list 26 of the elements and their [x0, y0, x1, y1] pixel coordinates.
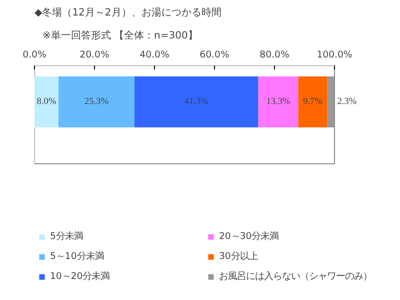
chart-title: ◆冬場（12月～2月）、お湯につかる時間	[34, 6, 222, 18]
data-label: 9.7%	[303, 96, 323, 107]
legend-label: 30分以上	[219, 250, 260, 263]
chart-subtitle: ※単一回答形式 【全体：n=300】	[42, 30, 198, 42]
x-tick-label: 20.0%	[80, 50, 110, 60]
bar	[327, 76, 334, 128]
x-tick-label: 60.0%	[200, 50, 230, 60]
data-label: 13.3%	[266, 96, 291, 107]
data-label: 8.0%	[36, 96, 56, 107]
x-tick-label: 100.0%	[316, 50, 352, 60]
bar	[58, 76, 134, 128]
bar	[298, 76, 328, 128]
bar	[134, 76, 258, 128]
legend-label: お風呂には入らない（シャワーのみ）	[219, 270, 372, 283]
data-label: 2.3%	[337, 96, 357, 107]
x-tick-label: 40.0%	[140, 50, 170, 60]
legend-label: 20～30分未満	[219, 230, 280, 243]
data-label: 41.3%	[184, 96, 209, 107]
bar	[34, 76, 58, 128]
legend-label: 5分未満	[50, 230, 84, 243]
x-tick-label: 0.0%	[22, 50, 46, 60]
bar	[258, 76, 298, 128]
data-label: 25.3%	[84, 96, 109, 107]
legend-label: 10～20分未満	[50, 270, 111, 283]
x-tick-label: 80.0%	[260, 50, 290, 60]
legend-label: 5～10分未満	[50, 250, 105, 263]
